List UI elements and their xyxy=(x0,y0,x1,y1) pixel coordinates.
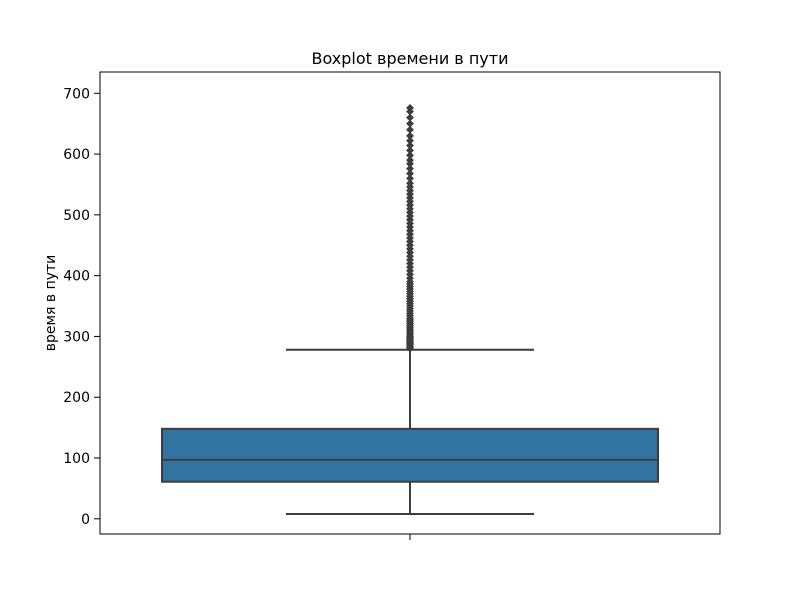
outlier-point-62 xyxy=(406,179,414,188)
outlier-point-68 xyxy=(406,151,414,160)
chart-title: Boxplot времени в пути xyxy=(312,49,509,68)
y-tick-label-0: 0 xyxy=(81,512,90,528)
y-tick-label-700: 700 xyxy=(63,86,90,102)
outlier-point-77 xyxy=(406,103,414,112)
outlier-point-63 xyxy=(406,174,414,183)
y-tick-label-100: 100 xyxy=(63,451,90,467)
outlier-point-74 xyxy=(406,119,414,128)
y-tick-label-600: 600 xyxy=(63,147,90,163)
y-tick-label-400: 400 xyxy=(63,269,90,285)
outlier-point-64 xyxy=(406,169,414,178)
y-axis: 0 100 200 300 400 500 600 700 xyxy=(63,86,100,528)
y-axis-label: время в пути xyxy=(43,255,59,352)
outlier-point-72 xyxy=(406,131,414,140)
y-tick-label-300: 300 xyxy=(63,329,90,345)
outlier-point-65 xyxy=(406,164,414,173)
y-tick-label-500: 500 xyxy=(63,208,90,224)
outlier-point-73 xyxy=(406,125,414,134)
outlier-point-70 xyxy=(406,141,414,150)
outlier-point-67 xyxy=(406,156,414,165)
boxplot-series xyxy=(161,103,659,515)
outlier-point-75 xyxy=(406,113,414,122)
outlier-point-69 xyxy=(406,146,414,155)
outlier-point-71 xyxy=(406,136,414,145)
interquartile-box xyxy=(161,427,659,483)
y-tick-label-200: 200 xyxy=(63,390,90,406)
